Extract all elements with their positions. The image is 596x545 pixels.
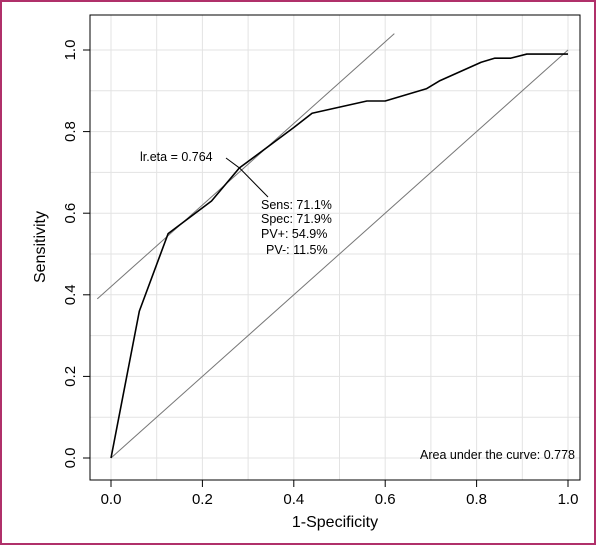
x-axis: 0.0 0.2 0.4 0.6 0.8 1.0 [101,480,579,508]
x-tick-label: 0.8 [466,491,487,508]
tangent-line [96,33,395,300]
y-tick-label: 0.2 [62,366,79,387]
roc-curve [110,53,568,459]
x-tick-label: 1.0 [558,491,579,508]
y-tick-label: 0.4 [62,284,79,305]
diagonal-reference-line [110,49,569,459]
grid [90,15,580,480]
stat-spec: Spec: 71.9% [261,212,332,226]
y-axis: 0.0 0.2 0.4 0.6 0.8 1.0 [62,40,90,469]
auc-label: Area under the curve: 0.778 [420,448,575,462]
x-tick-label: 0.0 [101,491,122,508]
y-tick-label: 0.8 [62,121,79,142]
x-tick-label: 0.6 [375,491,396,508]
stat-ppv: PV+: 54.9% [261,227,327,241]
x-tick-label: 0.2 [192,491,213,508]
cutoff-label: lr.eta = 0.764 [140,150,213,164]
y-tick-label: 1.0 [62,40,79,61]
stat-sens: Sens: 71.1% [261,198,332,212]
plot-box [89,14,581,481]
y-tick-label: 0.6 [62,203,79,224]
cutoff-leader-upper [225,157,240,169]
x-axis-title: 1-Specificity [292,514,378,531]
y-tick-label: 0.0 [62,448,79,469]
cutoff-leader-lower [239,167,269,198]
stat-npv: PV-: 11.5% [266,243,328,257]
reference-lines [96,33,569,459]
x-tick-label: 0.4 [283,491,304,508]
cutoff-annotation: lr.eta = 0.764 Sens: 71.1% Spec: 71.9% P… [140,150,332,257]
roc-curve-line [110,53,568,459]
y-axis-title: Sensitivity [32,211,49,283]
